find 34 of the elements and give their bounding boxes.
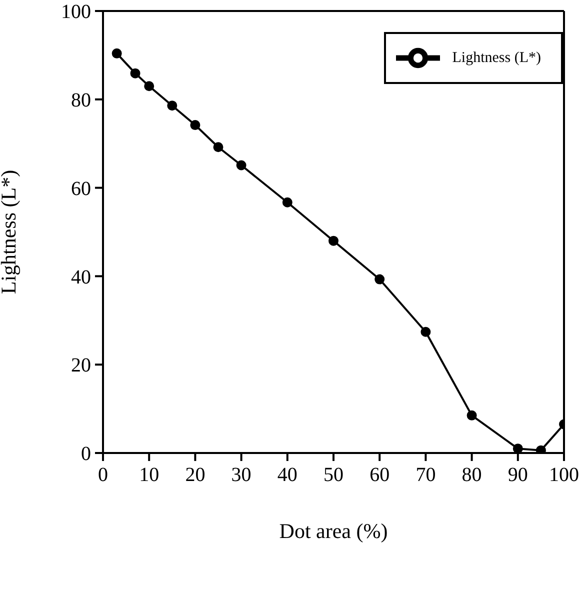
y-tick-label: 20 bbox=[71, 354, 91, 377]
point bbox=[420, 326, 431, 337]
x-tick-label: 0 bbox=[98, 464, 108, 486]
x-tick-label: 30 bbox=[231, 464, 252, 486]
x-tick-label: 20 bbox=[185, 464, 206, 486]
legend-label: Lightness (L*) bbox=[452, 50, 541, 66]
x-tick-label: 40 bbox=[277, 464, 298, 486]
y-tick-label: 40 bbox=[71, 266, 91, 288]
point bbox=[282, 197, 292, 208]
point bbox=[112, 48, 122, 58]
x-tick-label: 70 bbox=[416, 464, 436, 486]
point bbox=[374, 274, 385, 284]
x-tick-label: 90 bbox=[508, 464, 528, 486]
x-tick-label: 10 bbox=[139, 464, 160, 486]
point bbox=[167, 100, 178, 111]
point bbox=[130, 68, 140, 78]
point bbox=[213, 142, 224, 152]
point bbox=[144, 81, 154, 92]
point bbox=[236, 160, 246, 170]
x-tick-label: 80 bbox=[462, 464, 482, 486]
point bbox=[328, 236, 338, 246]
point bbox=[512, 444, 523, 453]
x-tick-label: 50 bbox=[324, 464, 344, 486]
point bbox=[190, 120, 200, 130]
x-axis-title: Dot area (%) bbox=[279, 519, 388, 543]
point bbox=[466, 410, 477, 420]
point bbox=[536, 445, 546, 453]
x-tick-label: 60 bbox=[370, 464, 390, 486]
y-tick-label: 100 bbox=[61, 1, 91, 24]
y-axis-title: Lightness (L*) bbox=[0, 170, 20, 294]
y-tick-label: 0 bbox=[81, 443, 91, 466]
y-tick-label: 60 bbox=[71, 178, 91, 200]
y-tick-label: 80 bbox=[71, 90, 91, 112]
x-tick-label: 100 bbox=[549, 464, 579, 486]
